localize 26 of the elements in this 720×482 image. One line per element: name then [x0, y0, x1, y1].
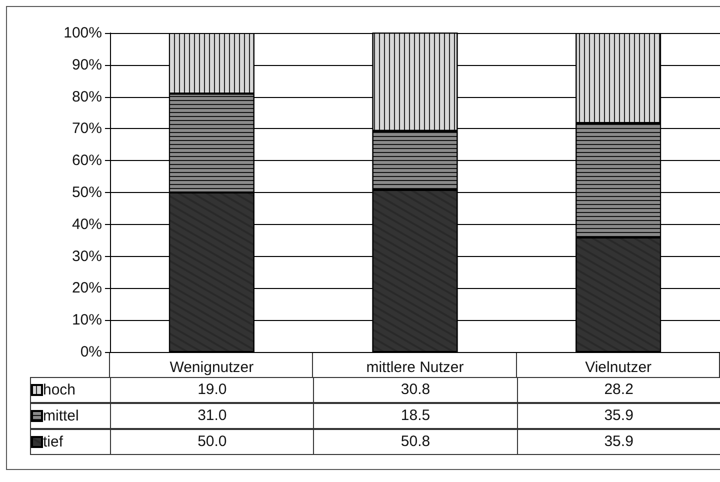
data-label: 18.5 — [313, 403, 518, 429]
data-label: 31.0 — [110, 403, 314, 429]
x-tick-label: Vielnutzer — [585, 359, 652, 376]
y-tick-label: 60% — [72, 152, 102, 170]
x-tick-label: Wenignutzer — [170, 359, 254, 376]
y-tick-label: 10% — [72, 312, 102, 329]
legend-label: tief — [43, 434, 64, 450]
data-label: 19.0 — [110, 377, 314, 403]
y-tick-label: 50% — [72, 184, 102, 201]
data-label: 35.9 — [516, 403, 720, 429]
y-tick-label: 20% — [72, 280, 102, 297]
y-tick-label: 0% — [80, 344, 102, 360]
legend-label: mittel — [43, 408, 79, 424]
data-label: 50.0 — [110, 429, 314, 455]
data-label: 35.9 — [516, 429, 720, 455]
y-tick-label: 40% — [72, 216, 102, 233]
legend-label: hoch — [43, 382, 76, 398]
data-label: 50.8 — [313, 429, 518, 455]
y-tick-label: 70% — [72, 120, 102, 138]
x-tick-label: mittlere Nutzer — [366, 359, 464, 376]
data-label: 30.8 — [313, 377, 518, 403]
data-label: 28.2 — [516, 377, 720, 403]
y-tick-label: 80% — [72, 88, 102, 106]
y-tick-label: 30% — [72, 248, 102, 265]
y-tick-label: 90% — [72, 56, 102, 74]
y-tick-label: 100% — [64, 24, 102, 42]
